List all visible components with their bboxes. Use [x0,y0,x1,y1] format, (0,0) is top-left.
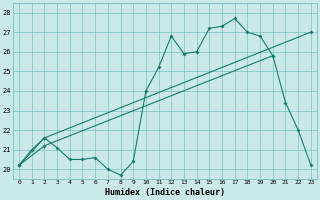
X-axis label: Humidex (Indice chaleur): Humidex (Indice chaleur) [105,188,225,197]
